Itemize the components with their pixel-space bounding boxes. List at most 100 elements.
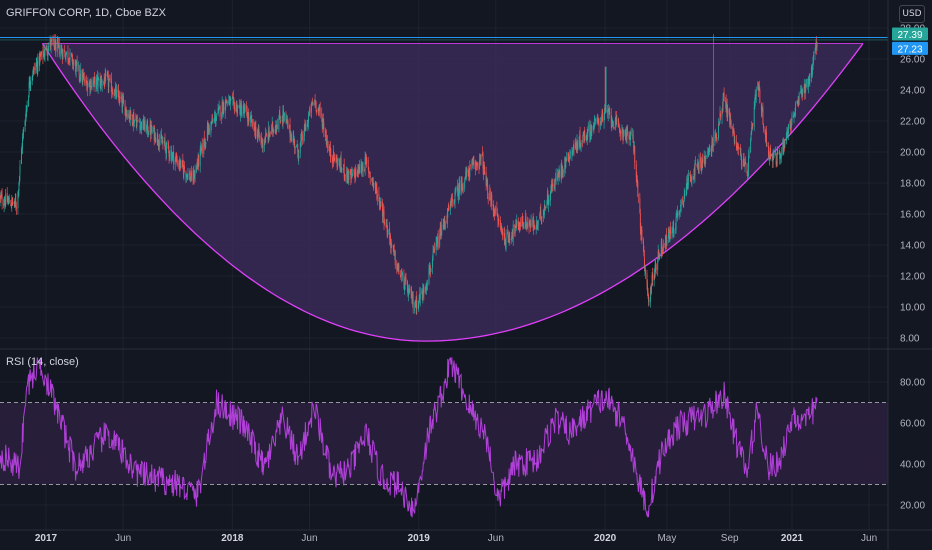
candle-body (732, 125, 734, 134)
candle-body (451, 197, 453, 199)
candle-body (18, 175, 20, 184)
candle-body (244, 107, 246, 114)
candle-body (329, 147, 331, 152)
currency-button[interactable]: USD (899, 5, 925, 23)
candle-body (608, 107, 610, 112)
candle-body (486, 181, 488, 184)
candle-body (250, 117, 252, 119)
candle-body (812, 54, 814, 64)
candle-body (744, 163, 745, 167)
candle-body (729, 112, 731, 125)
candle-body (725, 100, 727, 112)
candle-body (784, 140, 786, 147)
candle-body (124, 103, 126, 116)
candle-body (26, 107, 28, 111)
candle-body (483, 164, 485, 174)
candle-body (704, 156, 706, 166)
candle-body (497, 220, 499, 221)
candle-body (361, 163, 363, 173)
candle-body (208, 124, 210, 128)
candle-body (600, 121, 601, 125)
candle-body (721, 108, 723, 118)
high-price-label: 27.39 (897, 30, 922, 41)
candle-body (318, 108, 320, 111)
candle-body (526, 224, 527, 227)
candle-body (609, 111, 611, 115)
candle-body (773, 152, 775, 156)
candle-body (412, 293, 414, 309)
candle-body (324, 131, 326, 137)
candle-body (529, 223, 530, 226)
candle-body (75, 63, 77, 72)
candle-body (518, 225, 520, 228)
price-tick-label: 16.00 (900, 210, 925, 221)
candle-body (697, 165, 698, 167)
candle-body (419, 293, 421, 300)
candle-body (629, 138, 631, 140)
candle-body (708, 150, 710, 152)
candle-body (311, 102, 313, 105)
candle-body (90, 80, 92, 90)
candle-body (789, 121, 791, 124)
candle-body (236, 103, 238, 113)
candle-body (540, 210, 542, 220)
candle-body (161, 142, 163, 144)
candle-body (105, 74, 107, 76)
candle-body (240, 103, 241, 116)
candle-body (143, 127, 145, 129)
candle-body (487, 197, 489, 199)
candle-body (375, 185, 377, 189)
candle-body (235, 107, 237, 112)
candle-body (78, 65, 80, 67)
candle-body (118, 90, 119, 98)
candle-body (605, 111, 607, 113)
candle-body (53, 38, 55, 46)
candle-body (160, 134, 162, 139)
candle-body (807, 80, 809, 87)
candle-body (808, 77, 810, 80)
candle-body (168, 151, 170, 157)
candle-body (72, 62, 74, 65)
candle-body (38, 54, 40, 65)
candle-body (709, 147, 711, 151)
candle-body (703, 155, 705, 162)
candle-body (114, 89, 116, 95)
candle-body (587, 125, 589, 131)
candle-body (532, 220, 534, 222)
candle-body (122, 99, 124, 101)
price-axis[interactable]: 28.0026.0024.0022.0020.0018.0016.0014.00… (900, 24, 925, 345)
candle-body (386, 222, 388, 232)
resistance-line[interactable] (0, 36, 888, 41)
candle-body (425, 286, 427, 288)
candle-body (196, 165, 198, 172)
rsi-axis[interactable]: 80.00 60.00 40.00 20.00 (900, 378, 925, 512)
candle-body (379, 202, 381, 209)
candle-body (462, 187, 464, 189)
candle-body (475, 162, 477, 166)
candle-body (669, 233, 670, 240)
time-axis[interactable]: 2017 Jun 2018 Jun 2019 Jun 2020 May Sep 2021 Jun (35, 533, 877, 544)
candle-body (219, 106, 221, 117)
candle-body (802, 89, 804, 94)
candle-body (604, 106, 606, 111)
candle-body (467, 168, 469, 173)
candle-body (477, 162, 478, 166)
candle-body (265, 134, 267, 143)
candle-body (645, 269, 646, 274)
candle-body (157, 135, 159, 143)
candle-body (69, 57, 70, 63)
candle-body (76, 62, 78, 64)
candle-body (777, 151, 779, 155)
candle-body (637, 182, 639, 196)
candle-body (141, 122, 142, 129)
candle-body (333, 152, 335, 158)
candle-body (346, 167, 348, 178)
cup-pattern[interactable] (41, 43, 864, 342)
candle-body (360, 163, 362, 174)
candle-body (515, 221, 517, 226)
candle-body (67, 50, 69, 60)
cup-outline[interactable] (41, 43, 864, 342)
candle-body (453, 201, 455, 204)
